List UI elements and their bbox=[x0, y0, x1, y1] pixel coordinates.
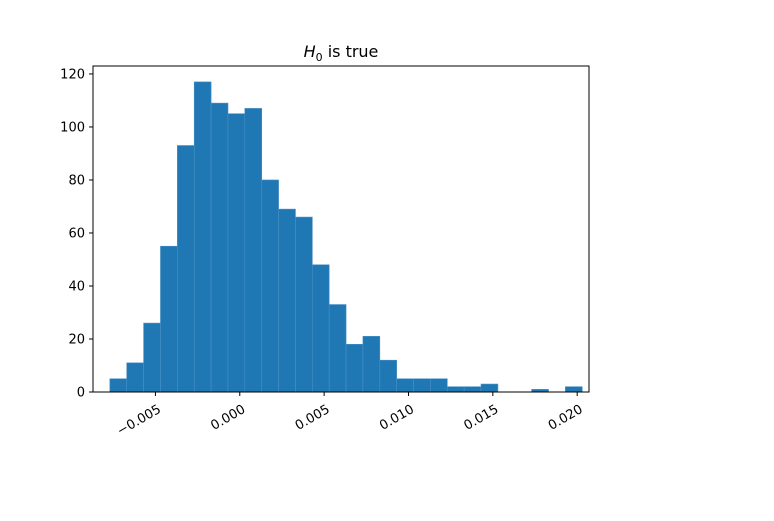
histogram-bar bbox=[430, 378, 448, 393]
title-subscript: 0 bbox=[316, 51, 323, 64]
histogram-bar bbox=[312, 264, 330, 393]
histogram-bar bbox=[446, 386, 465, 393]
title-symbol: H bbox=[304, 42, 316, 61]
y-tick-label: 80 bbox=[68, 173, 85, 188]
histogram-bar bbox=[261, 179, 279, 393]
histogram-bar bbox=[210, 102, 229, 393]
histogram-bar bbox=[413, 378, 431, 393]
histogram-bar bbox=[227, 113, 246, 393]
y-tick-label: 40 bbox=[68, 279, 85, 294]
histogram-bars bbox=[109, 81, 583, 393]
histogram-bar bbox=[396, 378, 414, 393]
x-tick-label: 0.010 bbox=[377, 402, 417, 434]
x-tick-label: −0.005 bbox=[115, 402, 164, 439]
y-tick-label: 100 bbox=[60, 120, 85, 135]
histogram-bar bbox=[295, 216, 313, 393]
histogram-bar bbox=[480, 383, 499, 393]
chart-title: H0 is true bbox=[304, 42, 379, 64]
x-tick-label: 0.000 bbox=[208, 402, 248, 434]
histogram-bar bbox=[160, 245, 178, 393]
y-tick-label: 120 bbox=[60, 67, 85, 82]
title-rest: is true bbox=[323, 42, 379, 61]
y-tick-label: 60 bbox=[68, 226, 85, 241]
histogram-bar bbox=[193, 81, 212, 393]
histogram-bar bbox=[244, 108, 263, 393]
x-axis: −0.005 0.000 0.005 0.010 0.015 0.020 bbox=[115, 392, 586, 439]
histogram-bar bbox=[565, 386, 583, 393]
x-tick-label: 0.005 bbox=[293, 402, 333, 434]
histogram-bar bbox=[109, 378, 128, 393]
histogram-bar bbox=[328, 304, 347, 393]
x-tick-label: 0.015 bbox=[462, 402, 502, 434]
axes-frame bbox=[92, 65, 590, 393]
y-axis: 0 20 40 60 80 100 120 bbox=[60, 67, 93, 401]
y-tick-label: 0 bbox=[77, 386, 85, 401]
histogram-bar bbox=[379, 359, 397, 393]
histogram-bar bbox=[362, 336, 381, 393]
histogram-bar bbox=[177, 145, 195, 393]
histogram-bar bbox=[143, 322, 161, 393]
histogram-bar bbox=[278, 208, 296, 393]
y-tick-label: 20 bbox=[68, 332, 85, 347]
histogram-bar bbox=[463, 386, 482, 393]
histogram-bar bbox=[345, 343, 364, 393]
histogram-bar bbox=[126, 362, 144, 393]
x-tick-label: 0.020 bbox=[546, 402, 586, 434]
